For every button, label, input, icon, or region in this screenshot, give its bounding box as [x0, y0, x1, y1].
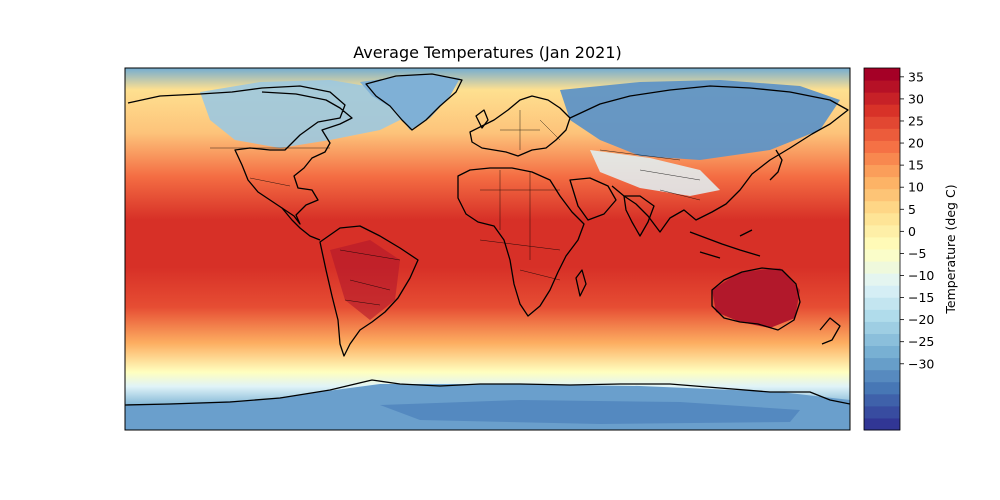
colorbar-swatch — [864, 417, 900, 431]
southeast-asia-islands — [689, 229, 761, 259]
antarctica-coast — [125, 379, 850, 406]
colorbar-swatch — [864, 92, 900, 105]
colorbar-swatch — [864, 200, 900, 214]
africa-coast — [457, 167, 585, 317]
siberia-cold-region — [560, 80, 840, 160]
colorbar-swatch — [864, 249, 900, 262]
colorbar-tick-label: −5 — [908, 246, 926, 261]
madagascar-coast — [575, 269, 587, 297]
colorbar-swatch — [864, 236, 900, 250]
new-zealand-coast — [819, 317, 841, 345]
colorbar-swatch — [864, 345, 900, 359]
colorbar-swatch — [864, 68, 900, 81]
asia-coast — [569, 85, 849, 233]
colorbar-tick-label: −10 — [908, 268, 934, 283]
colorbar-swatch — [864, 369, 900, 383]
colorbar-frame — [863, 67, 901, 431]
colorbar-swatch — [864, 333, 900, 347]
colorbar-tick-label: 20 — [908, 136, 924, 151]
colorbar-tick-label: 5 — [908, 202, 916, 217]
colorbar-swatches — [864, 68, 900, 431]
colorbar-tick-label: 10 — [908, 180, 924, 195]
colorbar-swatch — [864, 357, 900, 371]
british-isles-coast — [475, 109, 489, 129]
colorbar-tick-label: 15 — [908, 158, 924, 173]
africa-borders — [479, 170, 561, 281]
colorbar-swatch — [864, 140, 900, 153]
country-borders — [210, 110, 701, 306]
colorbar-ticks: 35 30 25 20 15 10 5 0 −5 −10 −15 −20 −25 −30 — [900, 69, 934, 371]
colorbar-swatch — [864, 164, 900, 178]
south-america-borders — [339, 249, 401, 306]
colorbar: 35 30 25 20 15 10 5 0 −5 −10 −15 −20 −25 −30 Temperat… — [863, 67, 958, 431]
europe-coast — [469, 95, 571, 157]
colorbar-swatch — [864, 285, 900, 298]
map-frame — [124, 67, 851, 431]
colorbar-tick-label: 35 — [908, 69, 924, 84]
colorbar-tick-label: −25 — [908, 334, 934, 349]
colorbar-swatch — [864, 212, 900, 226]
india-coast — [623, 195, 655, 237]
colorbar-swatch — [864, 381, 900, 395]
colorbar-tick-label: −30 — [908, 356, 934, 371]
chart-title: Average Temperatures (Jan 2021) — [353, 43, 622, 62]
colorbar-swatch — [864, 321, 900, 334]
central-asia-cool-region — [590, 150, 720, 196]
colorbar-tick-label: 25 — [908, 113, 924, 128]
australia-coast — [711, 267, 801, 331]
colorbar-swatch — [864, 273, 900, 286]
coastlines — [125, 73, 850, 406]
europe-borders — [500, 110, 561, 150]
colorbar-label: Temperature (deg C) — [943, 184, 958, 314]
usa-mexico-border — [249, 177, 291, 187]
colorbar-tick-label: −15 — [908, 290, 934, 305]
australia-hot-region — [712, 268, 800, 328]
canada-cold-region — [200, 80, 420, 148]
colorbar-swatch — [864, 128, 900, 141]
asia-borders — [599, 149, 701, 201]
colorbar-swatch — [864, 176, 900, 190]
colorbar-swatch — [864, 116, 900, 129]
colorbar-swatch — [864, 224, 900, 238]
south-america-coast — [319, 225, 419, 357]
south-america-hot-region — [330, 240, 400, 320]
colorbar-swatch — [864, 261, 900, 274]
colorbar-swatch — [864, 80, 900, 93]
colorbar-swatch — [864, 393, 900, 407]
colorbar-swatch — [864, 152, 900, 166]
greenland-cold-region — [360, 74, 460, 130]
colorbar-tick-label: 0 — [908, 224, 916, 239]
colorbar-swatch — [864, 297, 900, 310]
map-panel — [125, 68, 850, 430]
colorbar-tick-label: 30 — [908, 91, 924, 106]
colorbar-tick-label: −20 — [908, 312, 934, 327]
colorbar-swatch — [864, 104, 900, 117]
central-america-coast — [281, 207, 321, 241]
arabia-coast — [569, 177, 617, 221]
colorbar-swatch — [864, 405, 900, 419]
greenland-coast — [365, 73, 463, 131]
japan-coast — [769, 149, 783, 181]
colorbar-swatch — [864, 188, 900, 202]
antarctica-interior — [380, 400, 800, 424]
colorbar-swatch — [864, 309, 900, 322]
